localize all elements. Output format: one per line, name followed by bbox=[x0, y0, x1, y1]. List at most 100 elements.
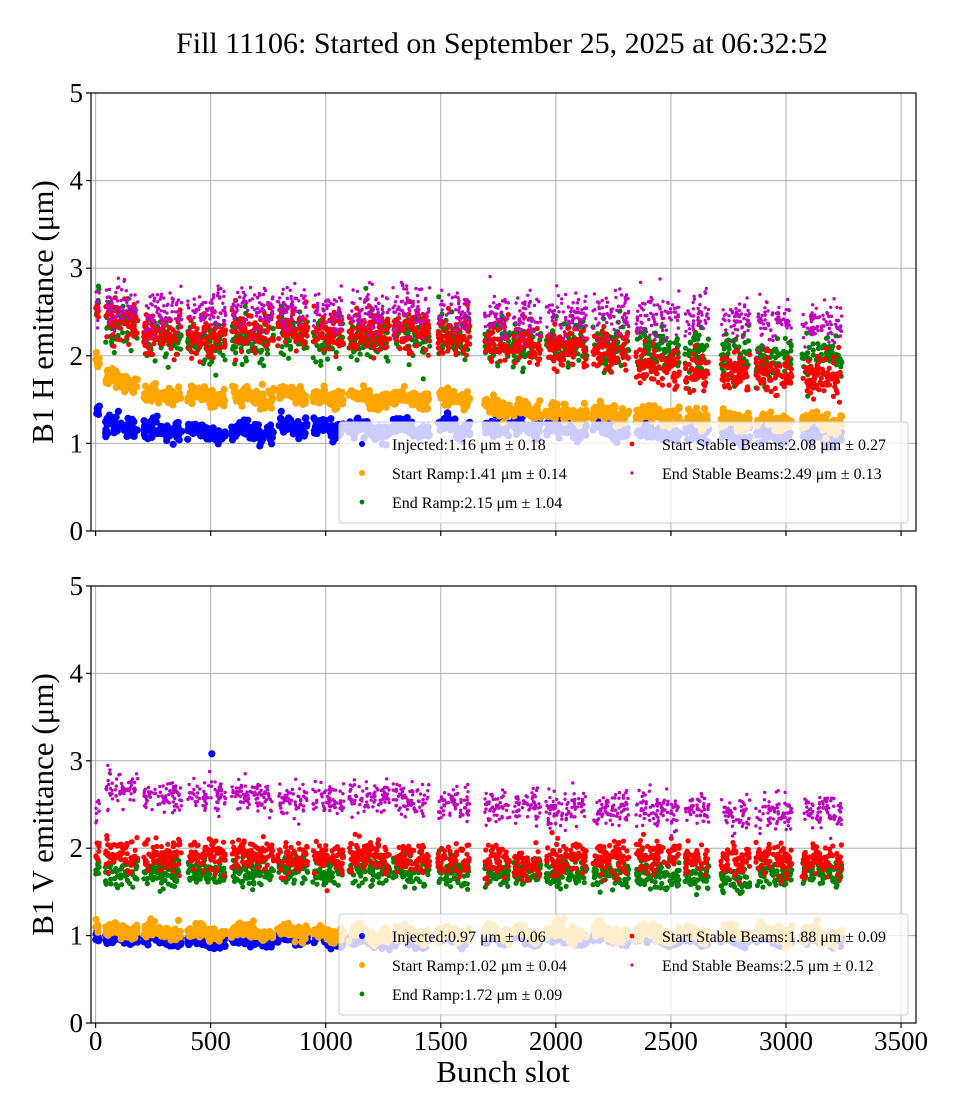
data-point bbox=[803, 368, 809, 374]
data-point bbox=[691, 351, 697, 357]
data-point bbox=[782, 363, 789, 369]
data-point bbox=[173, 429, 181, 437]
data-point bbox=[700, 353, 706, 359]
data-point bbox=[172, 392, 180, 400]
data-point bbox=[580, 327, 587, 334]
data-point bbox=[165, 364, 171, 370]
data-point bbox=[831, 354, 837, 360]
data-point bbox=[169, 440, 177, 448]
data-point bbox=[238, 402, 246, 410]
data-point bbox=[406, 391, 414, 399]
data-point bbox=[518, 331, 524, 337]
data-point bbox=[167, 331, 173, 337]
data-point bbox=[267, 337, 273, 343]
data-point bbox=[599, 344, 606, 350]
data-point bbox=[598, 358, 604, 364]
data-point bbox=[698, 360, 704, 366]
data-point bbox=[363, 285, 369, 291]
data-point bbox=[516, 407, 525, 415]
data-point bbox=[497, 347, 503, 353]
data-point bbox=[95, 283, 101, 289]
data-point bbox=[325, 356, 331, 362]
data-point bbox=[650, 341, 657, 347]
data-point bbox=[816, 358, 822, 364]
data-point bbox=[659, 375, 665, 382]
data-point bbox=[805, 358, 812, 364]
chart-title: Fill 11106: Started on September 25, 202… bbox=[176, 27, 828, 60]
data-point bbox=[157, 341, 163, 347]
data-point bbox=[528, 351, 534, 357]
data-point bbox=[807, 390, 814, 396]
data-point bbox=[754, 360, 760, 366]
data-point bbox=[197, 432, 205, 440]
data-point bbox=[103, 313, 109, 319]
data-point bbox=[538, 347, 544, 353]
data-point bbox=[658, 413, 666, 422]
data-point bbox=[731, 374, 737, 380]
data-point bbox=[382, 345, 388, 351]
data-point bbox=[674, 383, 680, 389]
data-point bbox=[761, 376, 767, 382]
data-point bbox=[606, 354, 612, 360]
data-point bbox=[120, 426, 128, 434]
data-point bbox=[637, 347, 643, 353]
data-point bbox=[520, 365, 526, 371]
data-point bbox=[221, 428, 229, 436]
data-point bbox=[295, 435, 303, 443]
data-point bbox=[302, 340, 308, 346]
data-point bbox=[119, 298, 123, 303]
data-point bbox=[213, 427, 221, 435]
data-point bbox=[185, 345, 191, 351]
data-point bbox=[672, 340, 678, 346]
data-point bbox=[304, 333, 310, 339]
data-point bbox=[211, 394, 219, 402]
data-point bbox=[173, 351, 179, 357]
data-point bbox=[96, 318, 100, 323]
data-point bbox=[486, 334, 492, 340]
data-point bbox=[651, 352, 657, 358]
data-point bbox=[425, 352, 431, 358]
data-point bbox=[704, 342, 710, 349]
data-point bbox=[596, 397, 604, 405]
data-point bbox=[250, 429, 258, 437]
data-point bbox=[687, 389, 693, 395]
data-point bbox=[809, 379, 816, 385]
data-point bbox=[516, 354, 522, 360]
data-point bbox=[326, 346, 332, 352]
data-point bbox=[167, 325, 173, 331]
data-point bbox=[723, 411, 731, 419]
data-point bbox=[545, 341, 551, 347]
data-point bbox=[436, 335, 442, 341]
data-point bbox=[642, 348, 648, 354]
data-point bbox=[387, 336, 393, 342]
data-point bbox=[534, 325, 540, 332]
data-point bbox=[288, 317, 294, 323]
data-point bbox=[613, 411, 621, 419]
data-point bbox=[788, 366, 794, 372]
data-point bbox=[727, 362, 733, 368]
data-point bbox=[245, 393, 254, 401]
data-point bbox=[683, 385, 689, 391]
data-point bbox=[284, 333, 290, 339]
data-point bbox=[259, 356, 265, 362]
data-point bbox=[104, 334, 110, 340]
data-point bbox=[557, 407, 565, 415]
data-point bbox=[216, 332, 222, 338]
data-point bbox=[682, 351, 688, 357]
data-point bbox=[240, 422, 248, 430]
data-point bbox=[772, 371, 779, 377]
data-point bbox=[569, 361, 575, 367]
data-point bbox=[187, 393, 195, 401]
data-point bbox=[252, 350, 258, 356]
data-point bbox=[773, 393, 779, 399]
data-point bbox=[809, 384, 815, 390]
data-point bbox=[213, 372, 219, 378]
data-point bbox=[115, 382, 124, 390]
data-point bbox=[107, 287, 112, 292]
data-point bbox=[570, 354, 576, 360]
data-point bbox=[320, 382, 328, 390]
data-point bbox=[268, 433, 276, 442]
data-point bbox=[580, 399, 589, 407]
data-point bbox=[333, 354, 339, 360]
